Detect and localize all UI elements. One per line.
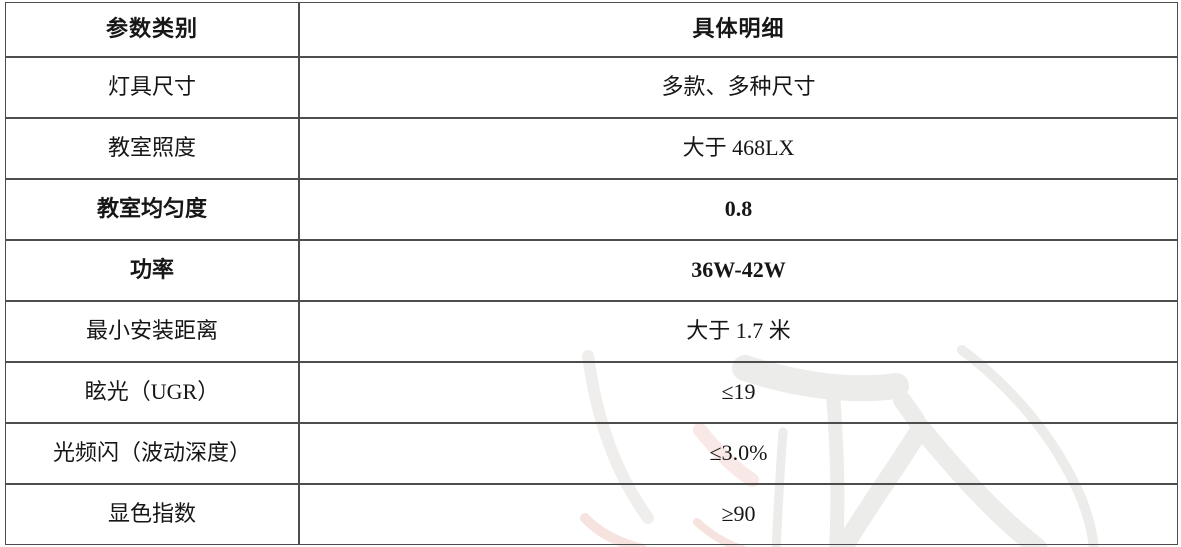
param-cell: 功率 [5,240,299,301]
detail-cell: 大于 1.7 米 [299,301,1178,362]
detail-cell: 大于 468LX [299,118,1178,179]
param-cell: 教室照度 [5,118,299,179]
param-cell: 眩光（UGR） [5,362,299,423]
detail-cell: ≤3.0% [299,423,1178,484]
detail-cell: 0.8 [299,179,1178,240]
table-row: 灯具尺寸 多款、多种尺寸 [5,57,1178,118]
header-row: 参数类别 具体明细 [5,2,1178,57]
detail-cell: ≤19 [299,362,1178,423]
param-cell: 光频闪（波动深度） [5,423,299,484]
spec-table: 参数类别 具体明细 灯具尺寸 多款、多种尺寸 教室照度 大于 468LX 教室均… [5,2,1178,545]
table-row: 教室照度 大于 468LX [5,118,1178,179]
table-row: 光频闪（波动深度） ≤3.0% [5,423,1178,484]
param-cell: 灯具尺寸 [5,57,299,118]
table-row: 最小安装距离 大于 1.7 米 [5,301,1178,362]
table-row: 眩光（UGR） ≤19 [5,362,1178,423]
table-row: 显色指数 ≥90 [5,484,1178,545]
table-row: 功率 36W-42W [5,240,1178,301]
detail-cell: ≥90 [299,484,1178,545]
param-cell: 教室均匀度 [5,179,299,240]
column-header-detail: 具体明细 [299,2,1178,57]
table-row: 教室均匀度 0.8 [5,179,1178,240]
detail-cell: 36W-42W [299,240,1178,301]
param-cell: 最小安装距离 [5,301,299,362]
detail-cell: 多款、多种尺寸 [299,57,1178,118]
column-header-param: 参数类别 [5,2,299,57]
param-cell: 显色指数 [5,484,299,545]
